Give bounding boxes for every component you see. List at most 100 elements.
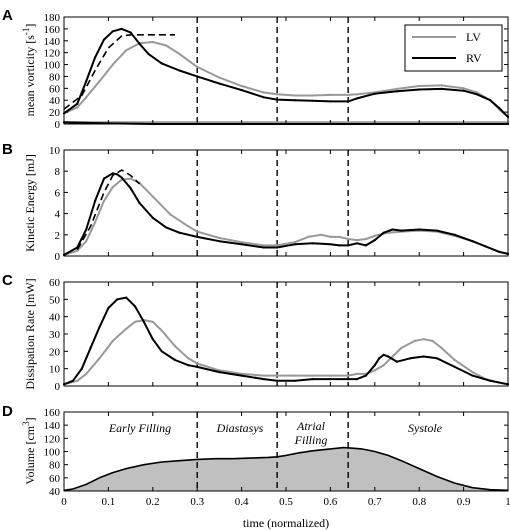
y-axis-label: Volume [cm3] — [21, 417, 37, 484]
data-point — [311, 242, 314, 245]
data-point — [329, 243, 332, 246]
data-point — [320, 233, 323, 236]
data-point — [120, 27, 123, 30]
data-point — [391, 228, 394, 231]
data-point — [262, 244, 265, 247]
data-point — [387, 355, 390, 358]
phase-label: Early Filling — [108, 421, 171, 435]
data-point — [498, 250, 501, 253]
data-point — [276, 98, 279, 101]
data-point — [125, 296, 128, 299]
data-point — [262, 246, 265, 249]
data-point — [395, 90, 399, 93]
fit-dashed-line — [76, 169, 141, 250]
x-tick-label: 0.5 — [279, 496, 293, 508]
data-point — [138, 201, 141, 205]
data-point — [440, 87, 443, 90]
x-tick-label: 0.4 — [235, 496, 249, 508]
data-point — [125, 327, 128, 330]
data-point — [116, 298, 119, 301]
y-tick-label: 10 — [49, 145, 61, 157]
data-point — [475, 93, 478, 96]
data-point — [218, 76, 221, 79]
data-point — [418, 228, 421, 231]
legend-box — [404, 24, 503, 72]
x-tick-label: 0.8 — [412, 496, 426, 508]
y-tick-label: 160 — [44, 24, 61, 36]
data-point — [142, 320, 145, 323]
panel-letter: A — [2, 7, 13, 24]
y-tick-label: 0 — [55, 381, 61, 393]
y-tick-label: 80 — [49, 71, 61, 83]
panel-b: 0 2 4 6 8 10 Kinetic Energy [mJ] B — [2, 141, 510, 263]
data-point — [218, 236, 221, 240]
data-point — [262, 374, 265, 377]
y-tick-label: 60 — [49, 277, 61, 289]
data-point — [400, 229, 403, 232]
y-tick-label: 40 — [49, 95, 61, 107]
y-tick-label: 50 — [49, 294, 61, 306]
data-point — [471, 240, 474, 243]
data-point — [240, 84, 243, 88]
data-point — [373, 92, 376, 95]
data-point — [471, 371, 474, 374]
y-tick-label: 10 — [49, 364, 61, 376]
data-point — [178, 231, 181, 234]
data-point — [338, 244, 341, 247]
y-tick-label: 20 — [49, 107, 61, 119]
data-point — [373, 369, 376, 372]
data-point — [422, 338, 425, 341]
data-point — [187, 357, 190, 360]
y-tick-label: 4 — [55, 209, 61, 221]
y-tick-label: 140 — [44, 420, 61, 432]
data-point — [240, 243, 243, 246]
data-point — [178, 69, 181, 72]
data-point — [293, 243, 296, 246]
data-point — [347, 100, 350, 103]
series-line — [63, 172, 509, 256]
y-tick-label: 180 — [44, 12, 61, 24]
data-point — [391, 355, 394, 358]
data-point — [311, 94, 314, 97]
data-point — [165, 44, 168, 47]
y-tick-label: 0 — [55, 119, 61, 131]
data-point — [338, 235, 341, 238]
data-point — [196, 365, 199, 368]
y-tick-label: 20 — [49, 346, 61, 358]
data-point — [489, 379, 492, 382]
data-point — [85, 96, 88, 99]
data-point — [76, 379, 79, 382]
data-point — [453, 358, 456, 362]
y-tick-label: 80 — [49, 460, 61, 472]
area-fill — [64, 447, 508, 491]
data-point — [471, 374, 474, 377]
data-point — [111, 172, 114, 175]
data-point — [133, 320, 137, 323]
data-point — [147, 52, 150, 56]
data-point — [475, 91, 478, 94]
data-point — [378, 357, 381, 360]
data-point — [262, 96, 265, 99]
data-point — [307, 235, 310, 238]
y-axis-label: Dissipation Rate [mW] — [23, 278, 37, 389]
data-point — [120, 176, 123, 179]
series-line — [63, 319, 509, 386]
data-point — [347, 378, 350, 381]
data-point — [76, 102, 79, 105]
data-point — [160, 350, 163, 353]
x-tick-label: 0.3 — [190, 496, 204, 508]
data-point — [262, 91, 265, 94]
data-point — [453, 365, 456, 368]
x-tick-label: 0.2 — [146, 496, 160, 508]
data-point — [94, 56, 97, 59]
panel-c: 0 10 20 30 40 50 60 Dissipation Rate [mW] C — [2, 272, 510, 393]
data-point — [240, 89, 243, 92]
data-point — [382, 231, 385, 234]
data-point — [276, 93, 279, 96]
data-point — [400, 346, 403, 349]
data-point — [151, 320, 154, 323]
data-point — [240, 374, 243, 377]
data-point — [111, 186, 114, 189]
